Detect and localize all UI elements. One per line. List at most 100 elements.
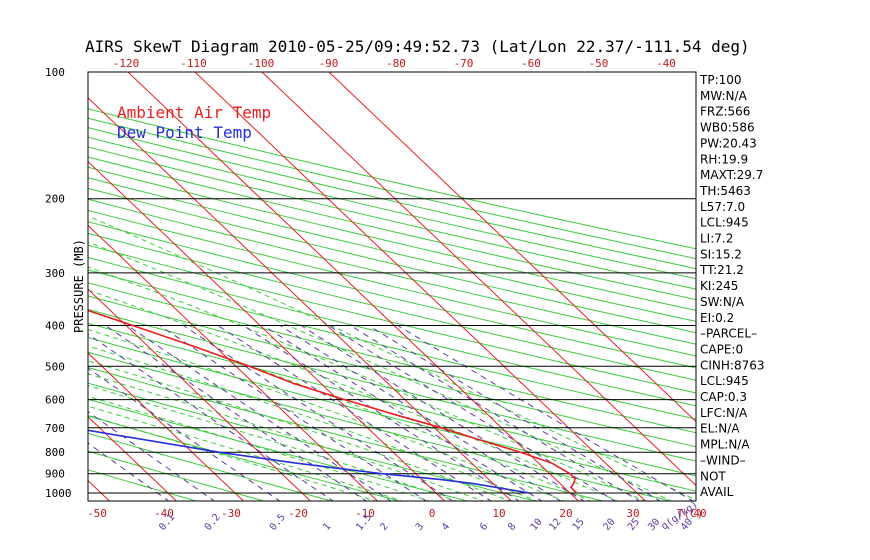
mixing-ratio-tick-label: 3 — [414, 521, 426, 533]
dry-adiabat — [88, 136, 696, 280]
mixing-ratio-tick-label: 10 — [529, 517, 545, 533]
bottom-temp-tick-label: 10 — [492, 507, 505, 520]
bottom-temp-tick-label: 20 — [559, 507, 572, 520]
pressure-tick-label: 600 — [45, 394, 65, 407]
dry-adiabat — [88, 282, 696, 434]
isotherm — [328, 72, 696, 423]
side-panel-item: TT:21.2 — [699, 263, 744, 277]
side-panel-item: –PARCEL– — [700, 327, 757, 341]
ambient-air-temp-line — [88, 309, 578, 494]
side-panel-item: PW:20.43 — [700, 136, 757, 150]
legend-dew-point-temp: Dew Point Temp — [117, 123, 252, 142]
side-panel-item: EL:N/A — [700, 422, 740, 436]
side-panel-item: KI:245 — [700, 279, 738, 293]
mixing-ratio-tick-label: 8 — [506, 521, 518, 533]
top-temp-tick-label: -40 — [656, 57, 676, 70]
side-panel-item: LCL:945 — [700, 216, 749, 230]
dry-adiabat — [88, 166, 696, 311]
bottom-temp-tick-label: 30 — [626, 507, 639, 520]
side-panel-item: SW:N/A — [700, 295, 745, 309]
moist-adiabat — [88, 215, 696, 501]
mixing-ratio-line — [368, 325, 661, 501]
side-panel-item: FRZ:566 — [700, 105, 750, 119]
pressure-tick-label: 300 — [45, 267, 65, 280]
side-panel-item: MAXT:29.7 — [700, 168, 763, 182]
mixing-ratio-line — [159, 325, 428, 501]
bottom-temp-tick-label: 40 — [693, 507, 706, 520]
side-panel-item: LCL:945 — [700, 374, 749, 388]
mixing-ratio-line — [127, 325, 392, 501]
dry-adiabat — [88, 221, 696, 369]
mixing-ratio-line — [300, 325, 585, 501]
bottom-temp-tick-label: -50 — [87, 507, 107, 520]
mixing-ratio-line — [88, 411, 216, 501]
moist-adiabat — [88, 345, 539, 501]
side-panel-item: EI:0.2 — [700, 311, 734, 325]
mixing-ratio-tick-label: 15 — [571, 517, 587, 533]
dry-adiabat — [88, 108, 696, 250]
mixing-ratio-line — [88, 442, 170, 501]
mixing-ratio-line — [350, 325, 641, 501]
moist-adiabat — [88, 385, 458, 501]
isotherm — [261, 72, 696, 487]
bottom-temp-tick-label: -10 — [355, 507, 375, 520]
side-panel-item: LFC:N/A — [700, 406, 748, 420]
dry-adiabat — [88, 177, 696, 322]
isotherm — [88, 224, 379, 501]
mixing-ratio-line — [328, 325, 616, 501]
isotherm — [88, 97, 513, 501]
pressure-tick-label: 900 — [45, 468, 65, 481]
moist-adiabat — [88, 360, 512, 501]
moist-adiabat — [88, 405, 405, 501]
dry-adiabat — [88, 450, 266, 501]
dry-adiabat — [88, 146, 696, 290]
dry-adiabat — [88, 398, 470, 501]
pressure-tick-label: 800 — [45, 446, 65, 459]
plot-frame — [87, 71, 697, 502]
dry-adiabat — [88, 366, 606, 501]
y-axis-label: PRESSURE (MB) — [72, 239, 86, 333]
chart-title: AIRS SkewT Diagram 2010-05-25/09:49:52.7… — [85, 37, 750, 56]
mixing-ratio-line — [242, 325, 521, 501]
mixing-ratio-line — [263, 325, 543, 501]
mixing-ratio-tick-label: 0.2 — [203, 512, 223, 533]
bottom-temp-tick-label: -40 — [154, 507, 174, 520]
dry-adiabat — [88, 198, 696, 345]
x-axis-label: T(C) — [677, 507, 704, 520]
dry-adiabat — [88, 382, 538, 501]
mixing-ratio-line — [279, 325, 562, 501]
dry-adiabat — [88, 415, 402, 501]
mixing-ratio-line — [183, 325, 454, 501]
dry-adiabat — [88, 187, 696, 334]
side-panel-item: WB0:586 — [700, 121, 755, 135]
side-panel-item: LI:7.2 — [700, 232, 733, 246]
isotherm — [88, 416, 178, 501]
mixing-ratio-line — [88, 367, 281, 501]
top-temp-tick-label: -60 — [521, 57, 541, 70]
side-panel-item: CINH:8763 — [700, 358, 765, 372]
dew-point-temp-line — [88, 429, 530, 494]
pressure-tick-label: 400 — [45, 320, 65, 333]
top-temp-tick-label: -110 — [180, 57, 207, 70]
mixing-ratio-tick-label: 1 — [321, 521, 333, 533]
side-panel-item: MW:N/A — [700, 89, 748, 103]
isotherm — [88, 479, 111, 501]
dry-adiabat — [88, 256, 696, 407]
mixing-ratio-tick-label: 6 — [478, 521, 490, 533]
side-panel-item: L57:7.0 — [700, 200, 745, 214]
dry-adiabat — [88, 232, 696, 381]
dry-adiabat — [88, 117, 696, 260]
bottom-temp-tick-label: -30 — [221, 507, 241, 520]
dry-adiabat — [88, 209, 696, 357]
side-panel-item: AVAIL — [700, 485, 734, 499]
top-temp-tick-label: -120 — [113, 57, 140, 70]
moist-adiabat — [88, 329, 566, 501]
legend-ambient-air-temp: Ambient Air Temp — [117, 103, 271, 122]
bottom-temp-tick-label: 0 — [429, 507, 436, 520]
side-panel-item: TH:5463 — [699, 184, 751, 198]
pressure-tick-label: 100 — [45, 66, 65, 79]
dry-adiabat — [88, 295, 696, 448]
mixing-ratio-tick-label: 20 — [601, 517, 617, 533]
